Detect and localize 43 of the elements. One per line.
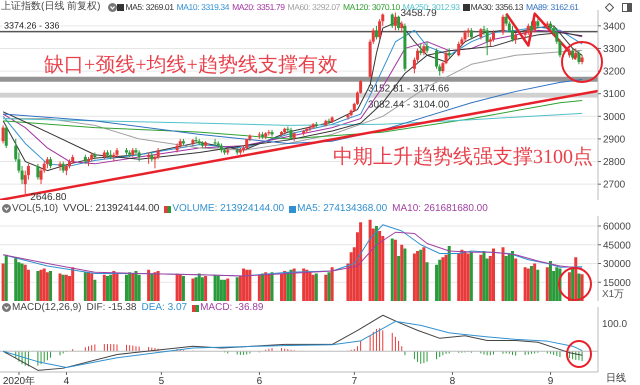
- y-tick-label: 60000: [603, 222, 632, 233]
- x-tick-label: 6: [256, 376, 263, 385]
- text: 100.0: [602, 319, 628, 330]
- text: MA10: 3319.34: [176, 1, 230, 13]
- x-tick-label: 9: [548, 376, 554, 385]
- legend-label: VOLUME: 213924144.00: [172, 203, 284, 215]
- text: MA60: 3292.07: [288, 1, 340, 13]
- series-label: MA10: 261681680.00: [392, 203, 488, 215]
- y-axis-title: X1万: [602, 289, 624, 300]
- legend-label: MACD: -36.89: [200, 302, 264, 314]
- text: MA89: 3162.61: [526, 1, 578, 13]
- y-tick-label: 3100: [603, 89, 626, 100]
- text: VVOL: 213924144.00: [63, 203, 160, 215]
- legend-label: MA30: 3356.13: [470, 1, 524, 13]
- ref-line-label: 3374.26 - 336: [4, 20, 60, 31]
- y-tick-label: 15000: [603, 278, 632, 289]
- chart-title: MACD(12,26,9): [12, 302, 82, 314]
- y-tick-label: 3400: [603, 21, 626, 32]
- x-tick-label: 4: [64, 376, 70, 385]
- x-tick-label: 7: [352, 376, 358, 385]
- y-tick-label: 45000: [603, 240, 632, 252]
- annotation: 2646.80: [30, 192, 67, 203]
- y-tick-label: 2800: [603, 157, 626, 168]
- legend-label: MA5: 274134368.00: [297, 203, 388, 215]
- annotation: 缺口+颈线+均线+趋势线支撑有效: [44, 54, 338, 76]
- legend-label: MA5: 3269.01: [125, 1, 174, 13]
- text: 日线: [606, 373, 626, 384]
- chart-title: VOL(5,10): [12, 203, 58, 215]
- y-tick-label: 2700: [603, 180, 626, 191]
- annotation: 中期上升趋势线强支撑3100点: [333, 146, 593, 168]
- y-tick-label: 3300: [603, 44, 626, 55]
- text: DEA: 3.07: [142, 302, 188, 314]
- y-tick-label: 3200: [603, 66, 626, 78]
- x-tick-label: 2020年: [2, 375, 36, 385]
- text: MA20: 3351.79: [232, 1, 285, 13]
- x-tick-label: 8: [450, 376, 456, 385]
- y-tick-label: 3000: [603, 112, 626, 123]
- x-tick-label: 5: [158, 376, 165, 385]
- text: MA120: 3070.10: [343, 1, 400, 13]
- y-tick-label: 2900: [603, 134, 626, 146]
- text: DIF: -15.38: [86, 302, 136, 314]
- chart-title: 上证指数(日线 前复权): [1, 1, 100, 13]
- y-tick-label: 30000: [603, 259, 632, 270]
